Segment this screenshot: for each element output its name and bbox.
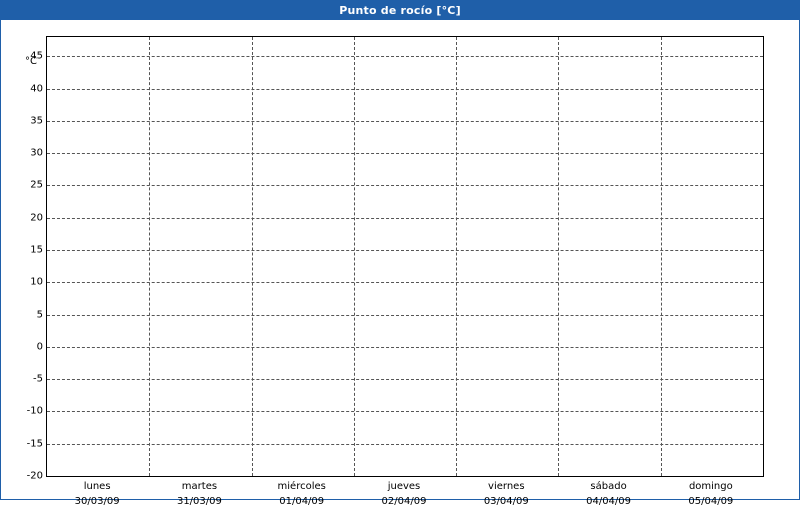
gridline-horizontal <box>47 411 763 413</box>
gridline-vertical <box>558 37 560 476</box>
gridline-horizontal <box>47 443 763 445</box>
x-axis-tick: viernes 03/04/09 <box>484 479 529 509</box>
y-axis-tick-label: 10 <box>30 276 43 288</box>
gridline-horizontal <box>47 120 763 122</box>
gridline-horizontal <box>47 185 763 187</box>
x-axis-tick-day: domingo <box>688 481 733 492</box>
x-axis-tick: jueves 02/04/09 <box>382 479 427 509</box>
y-axis-tick-label: -15 <box>26 438 43 450</box>
gridline-horizontal <box>47 314 763 316</box>
x-axis-tick-day: lunes <box>83 481 111 492</box>
gridline-vertical <box>660 37 662 476</box>
gridline-horizontal <box>47 153 763 155</box>
y-axis-tick-label: 5 <box>36 309 43 321</box>
x-axis-tick: lunes 30/03/09 <box>75 479 120 509</box>
x-axis-tick-date: 01/04/09 <box>279 496 325 507</box>
gridline-vertical <box>353 37 355 476</box>
gridline-horizontal <box>47 346 763 348</box>
gridline-horizontal <box>47 379 763 381</box>
x-axis-tick-labels: lunes 30/03/09 martes 31/03/09 miércoles 01/0… <box>46 479 764 513</box>
y-axis-tick-label: 20 <box>30 212 43 224</box>
x-axis-tick: domingo 05/04/09 <box>688 479 733 509</box>
x-axis-tick-day: viernes <box>488 481 525 492</box>
window-title-bar: Punto de rocío [°C] <box>1 1 799 20</box>
x-axis-tick-day: jueves <box>387 481 421 492</box>
gridline-horizontal <box>47 250 763 252</box>
y-axis-tick-label: 0 <box>36 341 43 353</box>
gridline-horizontal <box>47 88 763 90</box>
gridline-vertical <box>149 37 151 476</box>
y-axis-tick-label: 45 <box>30 50 43 62</box>
gridline-vertical <box>456 37 458 476</box>
x-axis-tick-date: 30/03/09 <box>74 496 120 507</box>
y-axis-tick-label: 25 <box>30 179 43 191</box>
y-axis-tick-label: -5 <box>33 373 43 385</box>
x-axis-tick: miércoles 01/04/09 <box>278 479 326 509</box>
x-axis-tick-date: 02/04/09 <box>381 496 427 507</box>
gridline-horizontal <box>47 282 763 284</box>
gridline-vertical <box>251 37 253 476</box>
y-axis-tick-label: -20 <box>26 470 43 482</box>
x-axis-tick-day: miércoles <box>277 481 326 492</box>
gridline-horizontal <box>47 56 763 58</box>
y-axis-tick-label: 40 <box>30 83 43 95</box>
x-axis-tick-day: sábado <box>590 481 627 492</box>
y-axis-tick-label: 30 <box>30 147 43 159</box>
x-axis-tick: martes 31/03/09 <box>177 479 222 509</box>
window-title: Punto de rocío [°C] <box>339 4 461 17</box>
chart-plot-frame <box>46 36 764 477</box>
y-axis-tick-label: 35 <box>30 115 43 127</box>
data-series-layer <box>47 37 763 476</box>
plot-area: °C -20 -15 -10 -5 0 5 10 15 20 25 30 35 40 45 lunes 30… <box>1 20 799 507</box>
y-axis-tick-label: -10 <box>26 405 43 417</box>
x-axis-tick-date: 04/04/09 <box>586 496 632 507</box>
x-axis-tick-date: 05/04/09 <box>688 496 734 507</box>
y-axis-unit-label: °C <box>25 56 37 67</box>
x-axis-tick-day: martes <box>181 481 218 492</box>
x-axis-tick-date: 31/03/09 <box>176 496 222 507</box>
y-axis-tick-labels: -20 -15 -10 -5 0 5 10 15 20 25 30 35 40 45 <box>1 36 43 482</box>
x-axis-tick: sábado 04/04/09 <box>586 479 631 509</box>
x-axis-tick-date: 03/04/09 <box>483 496 529 507</box>
gridline-horizontal <box>47 217 763 219</box>
y-axis-tick-label: 15 <box>30 244 43 256</box>
